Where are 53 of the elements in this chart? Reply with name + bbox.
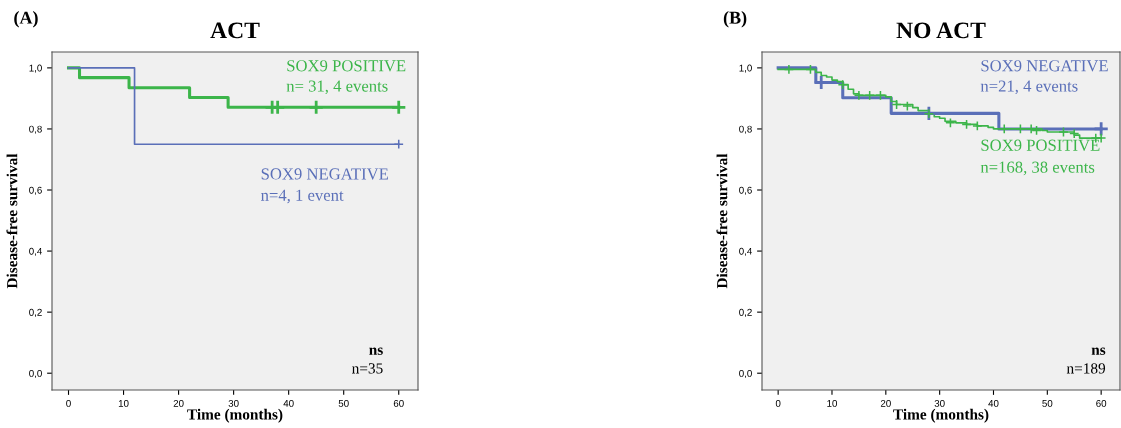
- x-tick-label: 20: [173, 399, 184, 407]
- annotation: n=35: [352, 363, 383, 374]
- x-tick-label: 0: [775, 399, 781, 407]
- series-label: SOX9 POSITIVE: [981, 139, 1100, 151]
- point: [999, 123, 1010, 135]
- x-tick-label: 40: [283, 399, 294, 407]
- point: [1093, 120, 1110, 137]
- x-axis-title: Time (months): [893, 408, 989, 423]
- point: [972, 120, 983, 132]
- x-tick-label: 50: [338, 399, 349, 407]
- y-axis-title: Disease-free survival: [6, 153, 18, 289]
- text: SOX9 NEGATIVE: [981, 60, 1108, 72]
- y-tick-label: 0,0: [739, 369, 752, 378]
- annotation: ns: [369, 347, 383, 355]
- x-tick-label: 60: [1096, 399, 1107, 407]
- text: (B): [723, 11, 747, 28]
- series-label: SOX9 NEGATIVE: [261, 168, 389, 180]
- x-tick-label: 60: [393, 399, 404, 407]
- x-tick-label: 10: [118, 399, 129, 407]
- text: SOX9 POSITIVE: [287, 60, 406, 72]
- annotation: n=4, 1 event: [261, 189, 344, 204]
- chart-title: ACT: [210, 22, 260, 39]
- y-tick-label: 0,4: [739, 247, 752, 256]
- point: [1069, 128, 1080, 139]
- annotation: n=168, 38 events: [980, 161, 1095, 176]
- annotation: n= 31, 4 events: [286, 80, 388, 95]
- x-axis-title: Time (months): [187, 408, 283, 423]
- x-tick-label: 50: [1042, 399, 1053, 407]
- y-tick-label: 0,8: [29, 125, 42, 134]
- text: (A): [14, 11, 38, 28]
- y-tick-label: 0,8: [739, 125, 752, 134]
- x-tick-label: 30: [934, 399, 945, 407]
- y-tick-label: 0,4: [29, 247, 42, 256]
- x-tick-label: 40: [988, 399, 999, 407]
- y-tick-label: 0,0: [29, 369, 42, 378]
- x-tick-label: 0: [66, 399, 71, 407]
- x-tick-label: 10: [827, 399, 838, 407]
- point: [945, 117, 956, 128]
- annotation: n=189: [1066, 363, 1106, 374]
- y-tick-label: 0,2: [739, 308, 752, 317]
- point: [837, 79, 848, 90]
- chart-title: NO ACT: [896, 22, 986, 39]
- point: [1026, 123, 1037, 135]
- x-tick-label: 30: [228, 399, 239, 407]
- y-tick-label: 1,0: [739, 64, 752, 73]
- y-tick-label: 1,0: [29, 64, 42, 73]
- annotation: ns: [1091, 347, 1106, 355]
- y-tick-label: 0,6: [739, 186, 752, 195]
- x-tick-label: 20: [880, 399, 891, 407]
- annotation: n=21, 4 events: [980, 80, 1078, 95]
- y-tick-label: 0,2: [29, 308, 42, 317]
- y-tick-label: 0,6: [29, 186, 42, 195]
- y-axis-title: Disease-free survival: [716, 153, 728, 289]
